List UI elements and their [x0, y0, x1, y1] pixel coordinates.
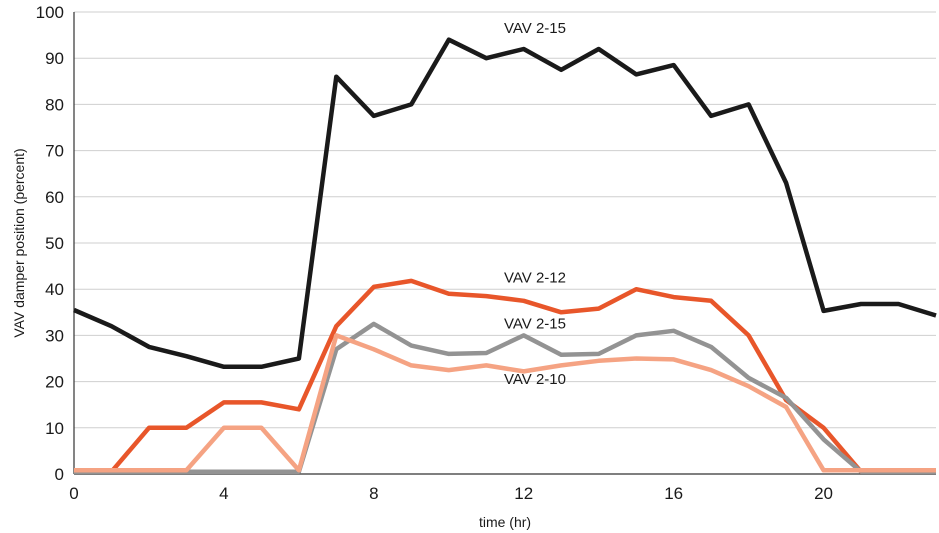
y-tick-label: 10	[45, 419, 64, 438]
y-tick-label: 80	[45, 95, 64, 114]
tick-labels: 0 10 20 30 40 50 60 70 80 90 100 0 4 8 12 16 20	[36, 3, 833, 503]
series-line-4	[74, 333, 936, 473]
series-lines	[73, 37, 937, 474]
series-line-3	[74, 321, 936, 474]
x-tick-label: 4	[219, 484, 228, 503]
y-axis-title: VAV damper position (percent)	[11, 148, 27, 337]
x-tick-label: 16	[664, 484, 683, 503]
series-label: VAV 2-12	[504, 269, 566, 286]
y-tick-label: 90	[45, 49, 64, 68]
y-tick-label: 40	[45, 280, 64, 299]
x-tick-label: 0	[69, 484, 78, 503]
series-labels: VAV 2-15 VAV 2-12 VAV 2-15 VAV 2-10	[504, 20, 566, 388]
x-tick-label: 8	[369, 484, 378, 503]
series-label: VAV 2-15	[504, 20, 566, 37]
series-label: VAV 2-10	[504, 371, 566, 388]
y-tick-label: 70	[45, 142, 64, 161]
y-tick-label: 50	[45, 234, 64, 253]
y-tick-label: 0	[55, 465, 64, 484]
series-line-1	[73, 37, 937, 370]
y-tick-label: 60	[45, 188, 64, 207]
y-tick-label: 100	[36, 3, 64, 22]
series-label: VAV 2-15	[504, 315, 566, 332]
x-axis-title: time (hr)	[479, 514, 531, 530]
axes	[73, 12, 936, 475]
gridlines	[74, 11, 936, 429]
x-tick-label: 20	[814, 484, 833, 503]
y-tick-label: 20	[45, 373, 64, 392]
y-tick-label: 30	[45, 326, 64, 345]
x-tick-label: 12	[514, 484, 533, 503]
